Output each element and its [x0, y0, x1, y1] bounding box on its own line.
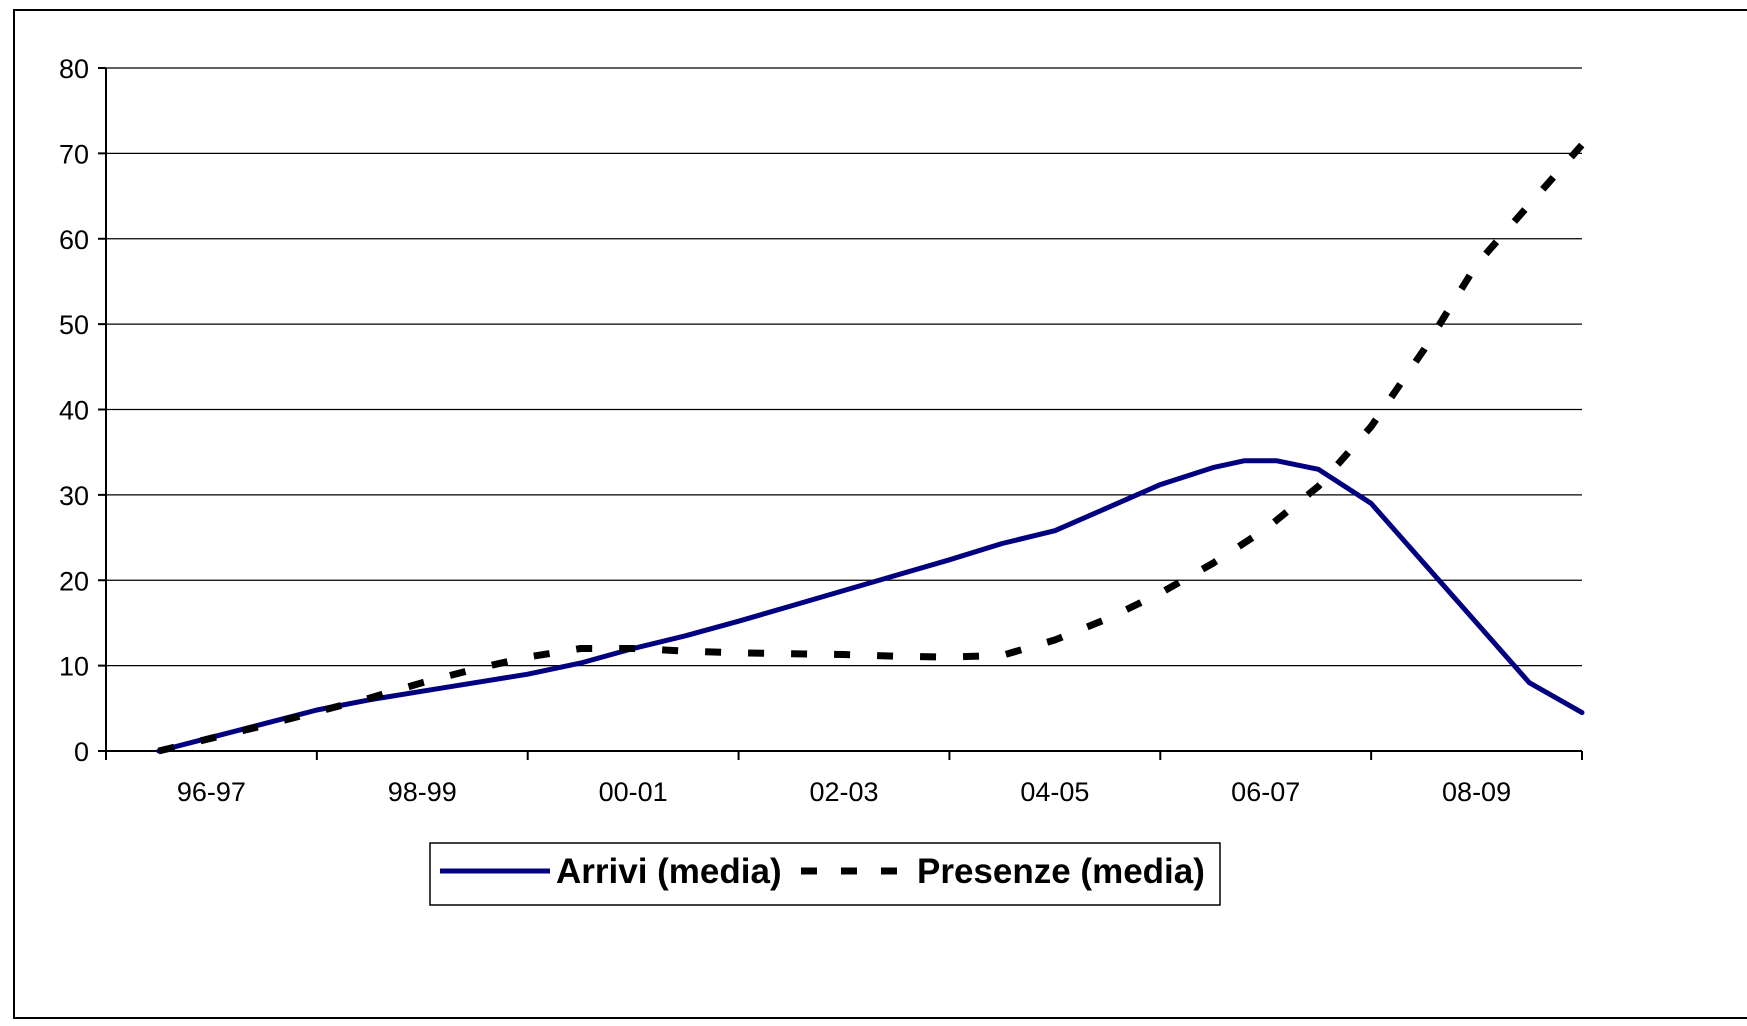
x-tick-label: 04-05: [1020, 777, 1089, 807]
legend-label-arrivi: Arrivi (media): [556, 852, 782, 891]
y-tick-labels: 0 10 20 30 40 50 60 70 80: [59, 54, 106, 767]
y-tick-label: 80: [59, 54, 89, 84]
y-tick-label: 70: [59, 139, 89, 169]
series-line-presenze: [157, 142, 1585, 755]
line-chart: 0 10 20 30 40 50 60 70 80 96-97 98-99 00-01 02-03 04…: [59, 54, 1585, 906]
chart-frame: 0 10 20 30 40 50 60 70 80 96-97 98-99 00-01 02-03 04…: [13, 9, 1747, 1019]
series-line-arrivi: [156, 458, 1585, 754]
grid-lines: [106, 67, 1582, 667]
legend-box: [429, 842, 1221, 906]
x-tick-label: 06-07: [1231, 777, 1300, 807]
y-tick-label: 50: [59, 310, 89, 340]
y-tick-label: 10: [59, 652, 89, 682]
y-tick-label: 20: [59, 566, 89, 596]
x-tick-label: 02-03: [809, 777, 878, 807]
x-tick-label: 08-09: [1442, 777, 1511, 807]
y-tick-label: 0: [74, 737, 89, 767]
legend: Arrivi (media) Presenze (media): [429, 842, 1221, 906]
legend-label-presenze: Presenze (media): [917, 852, 1205, 891]
x-tick-labels: 96-97 98-99 00-01 02-03 04-05 06-07 08-09: [105, 751, 1583, 807]
y-tick-label: 60: [59, 225, 89, 255]
y-tick-label: 30: [59, 481, 89, 511]
x-tick-label: 00-01: [599, 777, 668, 807]
series-lines: [156, 142, 1585, 755]
x-tick-label: 96-97: [177, 777, 246, 807]
x-tick-label: 98-99: [388, 777, 457, 807]
y-tick-label: 40: [59, 396, 89, 426]
